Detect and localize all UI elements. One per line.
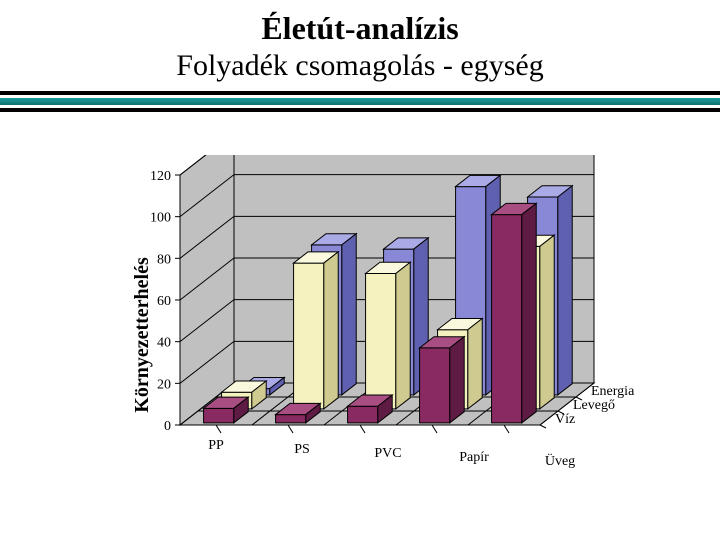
svg-text:120: 120 [150,169,171,184]
svg-text:40: 40 [157,336,171,351]
svg-text:100: 100 [150,211,171,226]
y-axis-label: Környezetterhelés [131,257,154,412]
bar-chart-3d: 0 20 40 60 80 100 120 PP PS PVC Papír Üveg EnergiaLe… [110,155,670,515]
title-block: Életút-analízis Folyadék csomagolás - eg… [0,0,720,83]
svg-text:Üveg: Üveg [545,452,575,469]
svg-text:60: 60 [157,294,171,309]
slide: Életút-analízis Folyadék csomagolás - eg… [0,0,720,540]
svg-text:0: 0 [164,419,171,434]
svg-text:PS: PS [294,442,310,457]
svg-text:Energia: Energia [591,384,635,399]
svg-text:Papír: Papír [459,450,489,465]
svg-text:PP: PP [208,438,224,453]
chart-area: Környezetterhelés 0 20 40 60 80 100 120 PP PS PVC… [110,155,670,515]
svg-text:20: 20 [157,377,171,392]
svg-text:80: 80 [157,252,171,267]
divider-rule [0,91,720,112]
title-main: Életút-analízis [0,10,720,47]
svg-text:Levegő: Levegő [573,398,615,413]
svg-text:Víz: Víz [555,412,575,427]
svg-text:PVC: PVC [374,446,401,461]
title-sub: Folyadék csomagolás - egység [0,49,720,83]
